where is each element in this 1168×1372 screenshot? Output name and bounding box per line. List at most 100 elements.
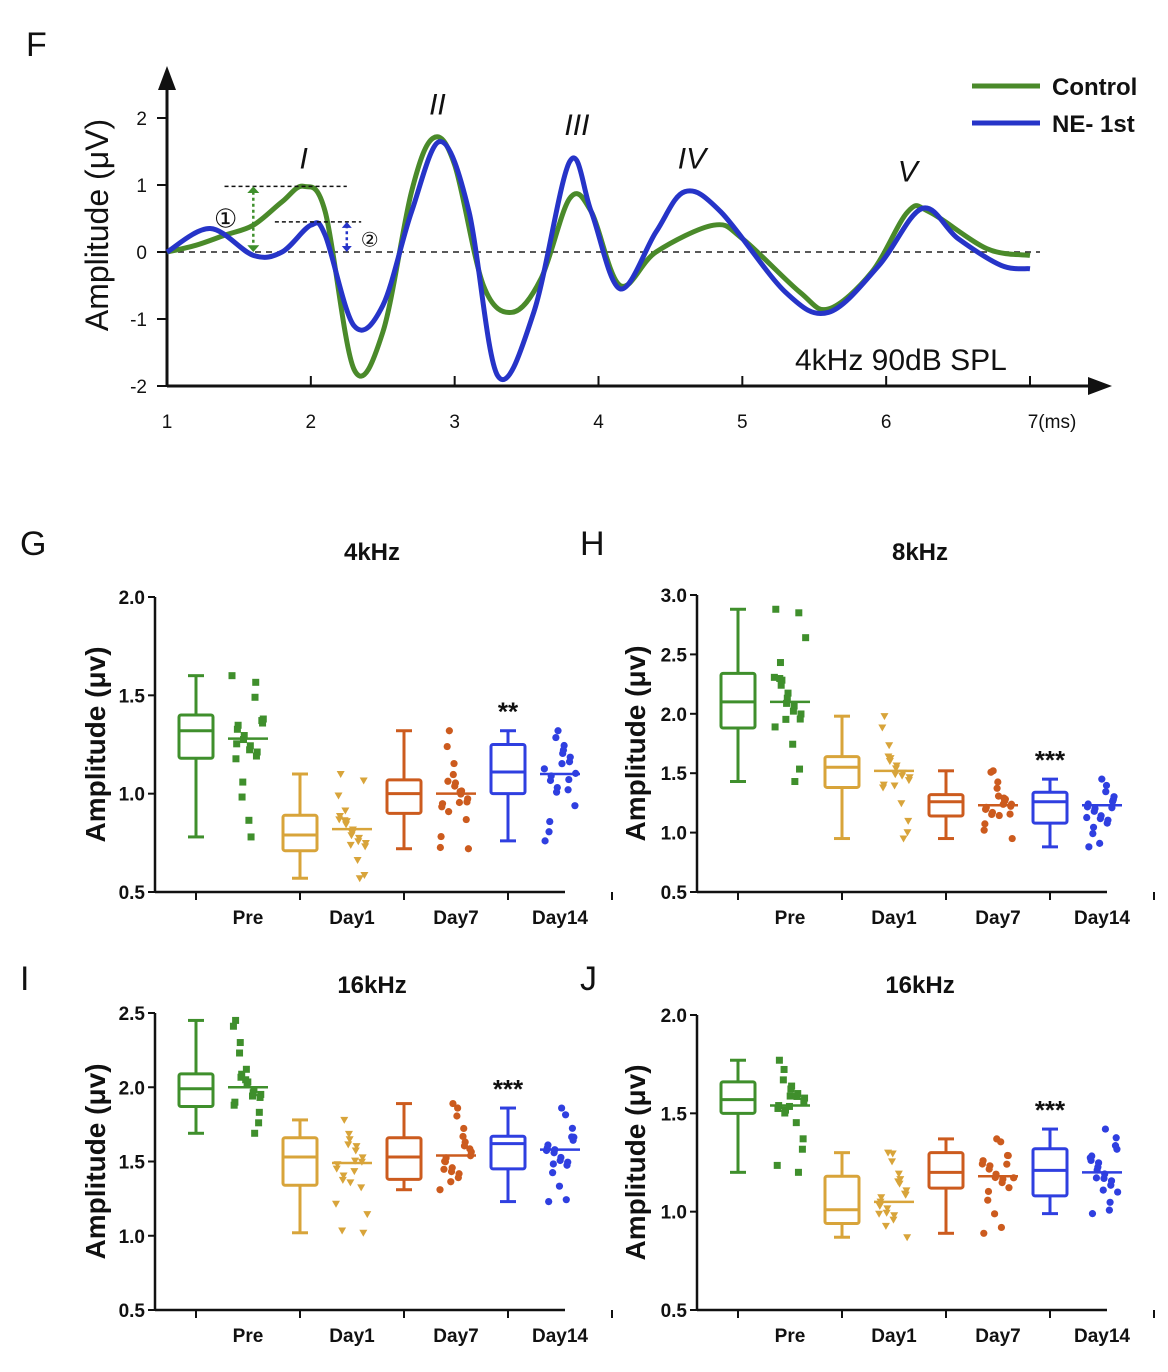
data-point	[1100, 1174, 1108, 1183]
data-point	[794, 1168, 802, 1176]
waveform-y-axis-label: Amplitude (μV)	[79, 119, 115, 331]
group-day1: Day1	[823, 713, 947, 929]
data-point	[1103, 819, 1111, 827]
data-point	[229, 1022, 237, 1030]
data-point	[460, 1124, 468, 1133]
group-pre: Pre	[719, 1056, 843, 1347]
data-point	[789, 740, 797, 748]
data-point	[770, 673, 778, 681]
data-point	[565, 758, 574, 766]
data-point	[1111, 1142, 1120, 1150]
data-point	[1085, 843, 1093, 851]
box	[177, 713, 215, 760]
data-point	[980, 826, 988, 834]
data-point	[233, 740, 241, 748]
data-point	[789, 707, 797, 715]
group-day1: Day1	[281, 771, 405, 929]
group-label: Day14	[1074, 908, 1130, 929]
data-point	[255, 1119, 263, 1127]
data-point	[1114, 1188, 1122, 1196]
group-day7: Day7	[927, 767, 1051, 929]
data-point	[233, 725, 241, 733]
data-point	[1088, 1210, 1097, 1218]
y-tick-label: 3.0	[661, 586, 687, 607]
data-point	[1096, 839, 1104, 847]
data-point	[993, 784, 1001, 792]
data-point	[436, 843, 444, 852]
data-point	[339, 1172, 348, 1180]
panel-title: 4kHz	[344, 539, 400, 566]
box-plot-panel-h: H 8kHz Amplitude (μv) 3.0 2.5 2.0 1.5 1.0 0.5 Pre…	[580, 525, 1155, 929]
data-point	[451, 782, 459, 790]
data-point	[881, 1222, 890, 1230]
box	[927, 1151, 965, 1190]
x-axis-arrow	[1088, 377, 1112, 395]
data-point	[460, 1142, 469, 1150]
group-label: Pre	[775, 1326, 806, 1347]
data-point	[1102, 781, 1111, 790]
data-point	[346, 1179, 355, 1187]
data-point	[563, 1161, 571, 1169]
condition-label: 4kHz 90dB SPL	[795, 344, 1007, 377]
data-point	[345, 1136, 354, 1144]
box	[281, 1136, 319, 1187]
arrowhead	[247, 245, 260, 252]
box	[385, 778, 423, 815]
data-point	[774, 1104, 782, 1112]
data-point	[449, 770, 457, 779]
data-point	[246, 746, 254, 754]
data-point	[253, 748, 261, 756]
data-point	[252, 678, 260, 686]
data-point	[1005, 1184, 1013, 1192]
y-tick-label: 2.5	[119, 1004, 146, 1025]
panel-letter: G	[20, 525, 46, 563]
data-point	[894, 1178, 903, 1186]
data-point	[236, 1039, 244, 1047]
data-point	[997, 1223, 1006, 1232]
box	[1031, 1147, 1069, 1198]
data-point	[342, 821, 351, 829]
data-point	[332, 1165, 341, 1173]
group-day7: Day7	[385, 1099, 509, 1347]
data-point	[545, 828, 553, 836]
data-point	[334, 792, 343, 800]
data-point	[988, 810, 996, 819]
data-point	[237, 1073, 245, 1081]
y-tick-label: 1	[136, 176, 147, 197]
group-label: Day14	[1074, 1326, 1130, 1347]
data-point	[447, 1178, 455, 1186]
data-point	[792, 1119, 800, 1127]
data-point	[1003, 1151, 1012, 1160]
data-point	[783, 694, 791, 702]
group-label: Day1	[871, 908, 917, 929]
group-label: Day7	[433, 908, 478, 929]
group-pre: Pre	[177, 672, 301, 929]
group-label: Day1	[329, 1326, 375, 1347]
data-point	[445, 727, 453, 735]
waveform-axes: 1 2 3 4 5 6 7(ms) 2 1 0 -1 -2	[130, 66, 1112, 433]
data-point	[230, 1101, 238, 1109]
data-point	[450, 759, 458, 768]
data-point	[882, 1209, 891, 1217]
data-point	[798, 1145, 806, 1153]
data-point	[997, 1138, 1005, 1146]
data-point	[568, 1124, 577, 1132]
data-point	[1000, 794, 1008, 802]
data-point	[554, 727, 562, 735]
data-point	[790, 702, 798, 710]
data-point	[336, 771, 345, 778]
box-plot-panel-j: J 16kHz Amplitude (μv) 2.0 1.5 1.0 0.5 Pre Day1 D…	[580, 960, 1155, 1347]
data-point	[550, 1149, 558, 1157]
data-point	[780, 1065, 788, 1073]
significance-stars: ***	[1035, 1095, 1066, 1125]
data-point	[779, 1076, 787, 1084]
data-point	[1089, 823, 1098, 831]
x-tick-label: 3	[449, 412, 460, 433]
data-point	[885, 758, 894, 766]
y-tick-label: 2.5	[661, 645, 688, 666]
y-axis-label: Amplitude (μv)	[620, 1064, 651, 1260]
group-label: Day7	[975, 1326, 1020, 1347]
data-point	[903, 829, 912, 837]
y-tick-label: 0.5	[119, 1301, 146, 1322]
